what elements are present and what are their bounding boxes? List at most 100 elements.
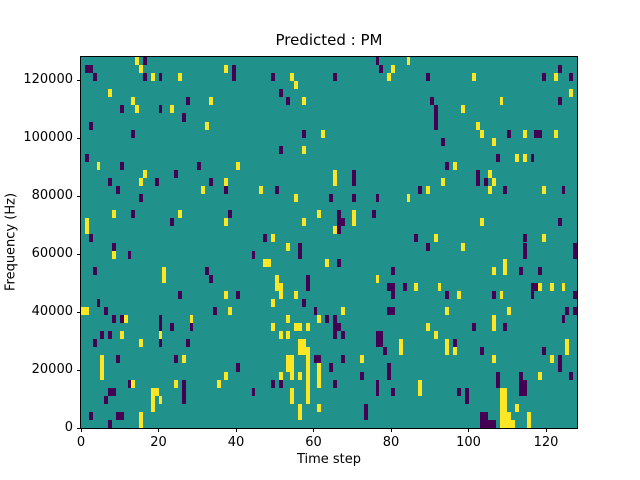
heatmap-cell [317, 363, 322, 372]
heatmap-cell [425, 186, 430, 195]
heatmap-cell [294, 290, 298, 299]
heatmap-cell [522, 153, 527, 162]
heatmap-cell [534, 129, 539, 138]
heatmap-cell [445, 290, 450, 299]
heatmap-cell [150, 395, 155, 404]
heatmap-cell [503, 411, 508, 420]
heatmap-cell [336, 258, 341, 267]
heatmap-cell [131, 97, 136, 106]
heatmap-cell [294, 81, 298, 90]
heatmap-cell [418, 387, 422, 396]
heatmap-cell [491, 355, 496, 364]
heatmap-cell [298, 339, 302, 348]
heatmap-cell [499, 403, 504, 412]
heatmap-plot-area [80, 56, 578, 429]
heatmap-cell [189, 315, 194, 324]
y-tick-label: 0 [64, 420, 73, 435]
heatmap-cell [557, 355, 562, 364]
heatmap-cell [538, 129, 543, 138]
x-tick-label: 60 [305, 435, 322, 450]
heatmap-cell [290, 395, 295, 404]
heatmap-cell [290, 363, 295, 372]
heatmap-cell [491, 323, 496, 332]
heatmap-cell [425, 242, 430, 251]
heatmap-cell [216, 379, 221, 388]
x-axis-label: Time step [296, 452, 362, 467]
heatmap-cell [453, 339, 457, 348]
heatmap-cell [317, 315, 322, 324]
y-tick-label: 20000 [31, 362, 73, 377]
heatmap-cell [499, 411, 504, 420]
heatmap-cell [158, 339, 163, 348]
x-tick-mark [390, 428, 392, 432]
heatmap-cell [329, 363, 333, 372]
heatmap-cell [495, 379, 500, 388]
heatmap-cell [185, 339, 190, 348]
heatmap-cell [569, 371, 574, 380]
heatmap-cell [549, 282, 554, 291]
heatmap-cell [181, 355, 186, 364]
heatmap-cell [476, 169, 481, 178]
heatmap-cell [503, 186, 508, 195]
heatmap-cell [573, 290, 577, 299]
heatmap-cell [274, 186, 279, 195]
heatmap-cell [236, 363, 240, 372]
x-tick-label: 40 [227, 435, 245, 450]
heatmap-cell [139, 339, 143, 348]
heatmap-cell [433, 234, 438, 243]
heatmap-cell [530, 290, 535, 299]
heatmap-cell [305, 395, 310, 404]
heatmap-cell [387, 282, 391, 291]
heatmap-cell [429, 97, 434, 106]
heatmap-cell [259, 186, 264, 195]
heatmap-cell [177, 210, 182, 219]
heatmap-cell [305, 347, 310, 356]
heatmap-cell [224, 371, 229, 380]
heatmap-cell [561, 186, 566, 195]
heatmap-cell [224, 65, 229, 74]
heatmap-cell [119, 161, 124, 170]
heatmap-cell [162, 274, 167, 283]
chart-title: Predicted : PM [275, 31, 383, 49]
heatmap-cell [301, 129, 306, 138]
y-tick-mark [77, 137, 81, 139]
heatmap-cell [441, 137, 446, 146]
heatmap-cell [317, 379, 322, 388]
x-tick-label: 20 [150, 435, 167, 450]
heatmap-cell [491, 137, 496, 146]
heatmap-cell [112, 387, 116, 396]
heatmap-cell [177, 73, 182, 82]
heatmap-cell [119, 331, 124, 340]
heatmap-cell [112, 210, 116, 219]
heatmap-cell [143, 169, 147, 178]
heatmap-cell [278, 290, 283, 299]
heatmap-cell [569, 89, 574, 98]
heatmap-cell [503, 403, 508, 412]
heatmap-cell [487, 186, 492, 195]
heatmap-cell [278, 145, 283, 154]
heatmap-cell [181, 395, 186, 404]
heatmap-cell [88, 234, 93, 243]
heatmap-cell [538, 282, 543, 291]
heatmap-cell [557, 363, 562, 372]
heatmap-cell [298, 403, 302, 412]
heatmap-cell [476, 177, 481, 187]
heatmap-cell [433, 113, 438, 122]
heatmap-cell [352, 177, 357, 187]
heatmap-cell [375, 194, 380, 203]
heatmap-cell [565, 339, 570, 348]
heatmap-cell [286, 355, 291, 364]
heatmap-cell [352, 194, 357, 203]
heatmap-cell [491, 177, 496, 187]
heatmap-cell [236, 161, 240, 170]
heatmap-cell [518, 266, 523, 275]
heatmap-cell [542, 347, 546, 356]
heatmap-cell [553, 73, 558, 82]
heatmap-cell [305, 363, 310, 372]
y-tick-label: 60000 [31, 246, 73, 262]
y-tick-mark [77, 311, 81, 313]
heatmap-cell [518, 371, 523, 380]
heatmap-cell [154, 177, 159, 187]
heatmap-cell [135, 57, 140, 66]
heatmap-cell [104, 307, 109, 316]
